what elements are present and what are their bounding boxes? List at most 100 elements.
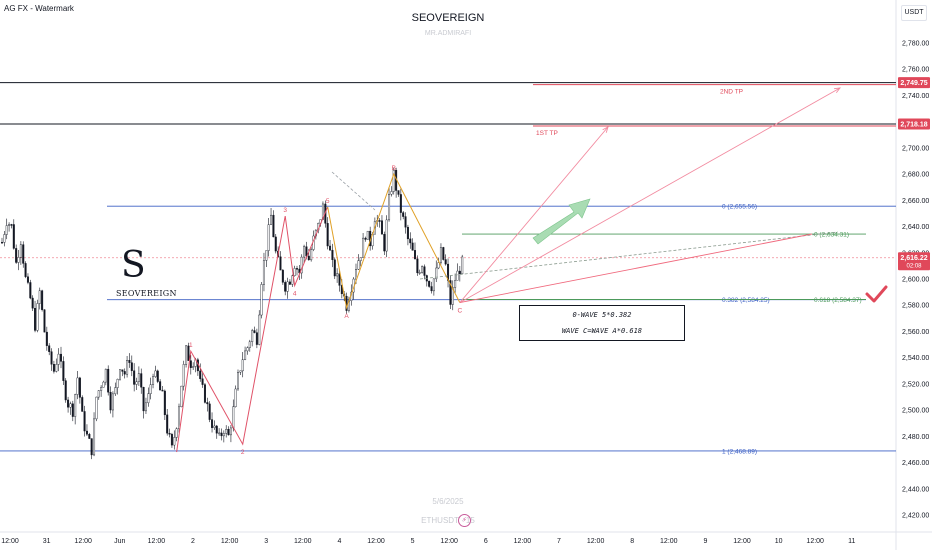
candle-body	[48, 345, 51, 352]
candle-body	[258, 314, 261, 345]
x-tick-label: 12:00	[806, 538, 824, 545]
candle-body	[359, 257, 362, 261]
candle-body	[444, 259, 447, 265]
candle-body	[279, 256, 282, 271]
projection-dashed-line	[419, 231, 839, 280]
fib-level-label: 0 (2,655.56)	[722, 204, 757, 211]
price-badge	[898, 77, 930, 89]
green-target-line	[459, 233, 813, 304]
candle-body	[331, 249, 334, 260]
wave-label: C	[457, 308, 462, 315]
checkmark-icon	[865, 285, 888, 303]
candle-body	[211, 419, 214, 428]
candle-body	[366, 230, 369, 240]
candle-body	[45, 331, 48, 346]
candle-body	[187, 345, 190, 361]
candle-body	[109, 392, 112, 411]
candle-body	[19, 244, 22, 258]
candle-body	[296, 268, 299, 270]
target-label: 1ST TP	[536, 130, 558, 137]
flash-icon[interactable]: ⚡	[458, 514, 471, 527]
wave-label: B	[392, 165, 396, 172]
candle-body	[458, 270, 461, 275]
wave-note-box: 0-WAVE 5*0.382 WAVE C=WAVE A*0.618	[519, 305, 685, 341]
candle-body	[454, 280, 457, 288]
candle-body	[430, 286, 433, 292]
candle-body	[293, 268, 296, 277]
candle-body	[239, 370, 242, 373]
price-badge	[898, 118, 930, 130]
wave-label: 2	[241, 449, 245, 456]
x-tick-label: 12:00	[294, 538, 312, 545]
candle-body	[432, 278, 435, 292]
candle-body	[121, 369, 124, 372]
y-tick-label: 2,540.00	[902, 355, 929, 362]
watermark-symbol: ETHUSDT · 15	[421, 516, 475, 525]
candle-body	[97, 390, 100, 398]
candle-body	[201, 378, 204, 385]
fib-level-label: 0.382 (2,584.25)	[722, 297, 770, 304]
candle-body	[321, 203, 324, 220]
candle-body	[333, 259, 336, 277]
impulse-wave-line	[176, 206, 329, 453]
x-tick-label: 12:00	[221, 538, 239, 545]
candle-body	[168, 433, 171, 435]
candle-body	[102, 381, 105, 388]
candle-body	[17, 257, 20, 263]
candle-body	[421, 266, 424, 273]
logo-text: SEOVEREIGN	[116, 289, 177, 298]
candle-body	[159, 381, 162, 391]
candle-body	[364, 237, 367, 240]
candle-body	[71, 403, 74, 417]
candle-body	[262, 260, 265, 285]
y-tick-label: 2,580.00	[902, 303, 929, 310]
candle-body	[260, 284, 263, 316]
candle-body	[180, 385, 183, 408]
wave-label: 5	[326, 198, 330, 205]
candle-body	[253, 330, 256, 333]
y-tick-label: 2,480.00	[902, 434, 929, 441]
candle-body	[286, 281, 289, 292]
x-tick-label: 2	[191, 538, 195, 545]
candle-body	[31, 297, 34, 309]
y-tick-label: 2,560.00	[902, 329, 929, 336]
candle-body	[418, 272, 421, 274]
bullish-arrow-icon	[532, 198, 591, 245]
candle-body	[133, 370, 136, 385]
candle-body	[147, 393, 150, 404]
candle-body	[383, 234, 386, 252]
candle-body	[326, 223, 329, 247]
candle-body	[397, 190, 400, 195]
time-axis[interactable]: 12:00 31 12:00 Jun 12:00 2 12:00 3 12:00 4 12:00 5 1…	[1, 538, 855, 545]
fib-level-label: 0 (2,634.31)	[814, 232, 849, 239]
fib-levels: 0 (2,655.56) 0.382 (2,584.25) 1 (2,468.89)…	[0, 82, 896, 455]
wave-label: 1	[189, 342, 193, 349]
candle-body	[411, 242, 414, 251]
candle-body	[64, 380, 67, 401]
candle-body	[449, 280, 452, 305]
y-tick-label: 2,660.00	[902, 198, 929, 205]
candle-body	[114, 387, 117, 395]
wave-label: 3	[283, 207, 287, 214]
chart-title: SEOVEREIGN	[411, 12, 485, 24]
candle-body	[161, 389, 164, 392]
x-tick-label: 10	[775, 538, 783, 545]
currency-button[interactable]: USDT	[901, 5, 927, 21]
x-tick-label: 12:00	[367, 538, 385, 545]
candle-body	[5, 225, 8, 235]
x-tick-label: 12:00	[1, 538, 19, 545]
candle-body	[83, 411, 86, 432]
candle-body	[154, 370, 157, 377]
candle-body	[437, 262, 440, 269]
y-tick-label: 2,520.00	[902, 381, 929, 388]
x-tick-label: 9	[703, 538, 707, 545]
candle-body	[406, 226, 409, 240]
candle-body	[22, 244, 25, 264]
candle-body	[251, 330, 254, 343]
candle-body	[303, 246, 306, 258]
candle-body	[399, 194, 402, 213]
candle-body	[156, 370, 159, 382]
x-tick-label: 8	[630, 538, 634, 545]
y-tick-label: 2,420.00	[902, 513, 929, 520]
